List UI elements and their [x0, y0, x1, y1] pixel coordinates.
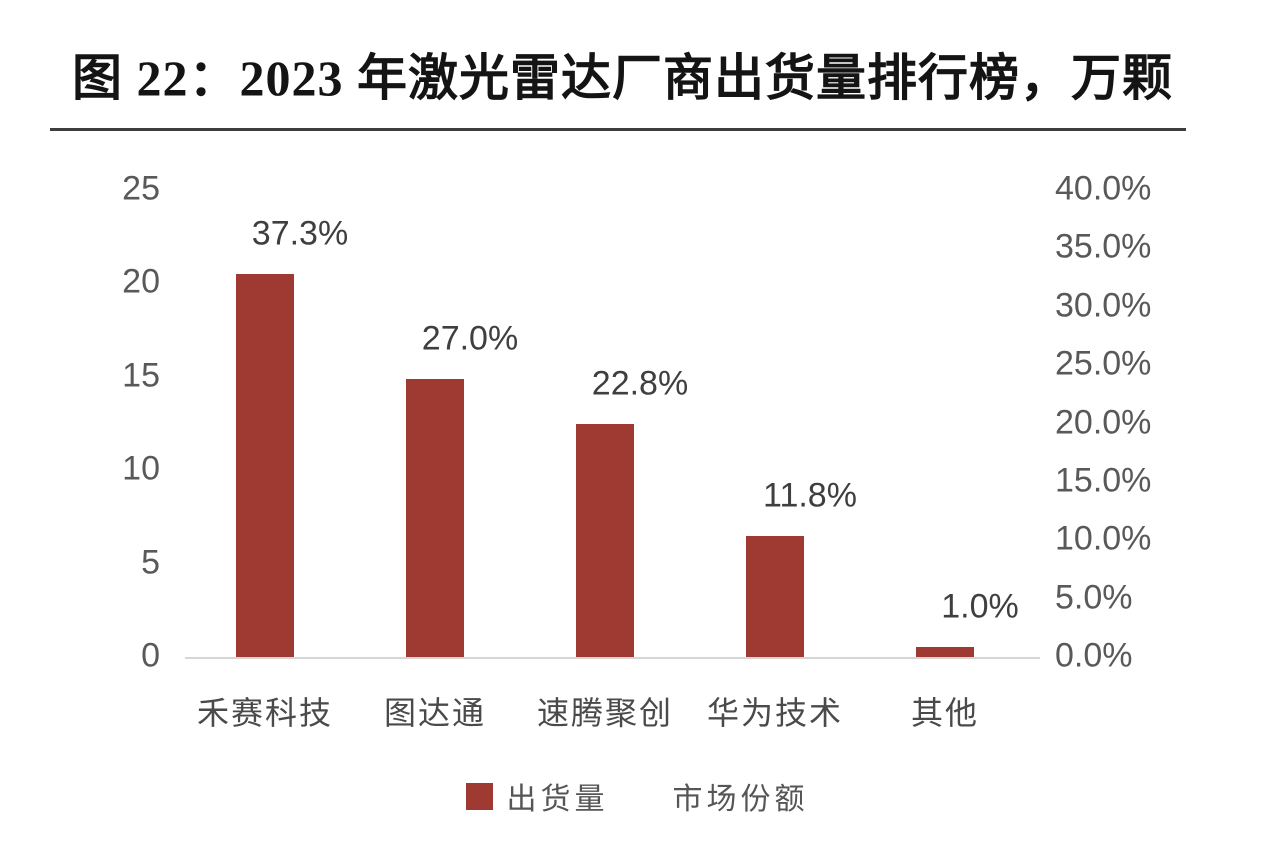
market-share-label: 11.8% — [763, 476, 857, 515]
y-axis-right-tick: 0.0% — [1055, 636, 1133, 675]
market-share-label: 27.0% — [421, 319, 519, 358]
legend-item-market-share: 市场份额 — [673, 774, 809, 818]
figure-title: 图 22：2023 年激光雷达厂商出货量排行榜，万颗 — [72, 50, 1173, 106]
category-label: 其他 — [910, 695, 980, 731]
title-divider — [50, 128, 1186, 131]
shipment-bar — [916, 646, 974, 657]
y-axis-right-tick: 30.0% — [1055, 286, 1152, 325]
legend-label: 市场份额 — [672, 783, 809, 816]
shipment-bar — [576, 423, 634, 657]
y-axis-right-tick: 10.0% — [1055, 519, 1152, 558]
category-label: 禾赛科技 — [196, 695, 334, 731]
market-share-label: 22.8% — [591, 364, 689, 402]
y-axis-left-tick: 15 — [122, 356, 160, 395]
y-axis-left-tick: 5 — [141, 543, 160, 582]
shipment-bar — [236, 274, 294, 657]
shipment-bar — [746, 535, 804, 657]
y-axis-left-tick: 20 — [122, 263, 160, 302]
legend-label: 出货量 — [506, 783, 609, 816]
y-axis-right-tick: 5.0% — [1055, 578, 1133, 617]
market-share-label: 1.0% — [941, 587, 1019, 626]
y-axis-left-tick: 25 — [122, 169, 160, 208]
market-share-label: 37.3% — [251, 214, 349, 253]
y-axis-left-tick: 10 — [122, 449, 160, 488]
legend-swatch-shipments — [465, 782, 493, 810]
x-axis-line — [185, 657, 1040, 659]
category-label: 图达通 — [383, 695, 487, 731]
y-axis-left-tick: 0 — [141, 636, 160, 675]
chart-legend: 出货量 市场份额 — [0, 774, 1274, 818]
y-axis-right-tick: 35.0% — [1055, 228, 1152, 267]
y-axis-right-tick: 25.0% — [1055, 344, 1152, 383]
shipment-bar — [406, 378, 464, 657]
y-axis-right-tick: 40.0% — [1055, 169, 1152, 208]
legend-item-shipments: 出货量 — [465, 774, 609, 818]
category-label: 速腾聚创 — [536, 695, 674, 731]
y-axis-right-tick: 20.0% — [1055, 403, 1152, 442]
category-label: 华为技术 — [706, 695, 844, 731]
y-axis-right-tick: 15.0% — [1055, 461, 1152, 500]
